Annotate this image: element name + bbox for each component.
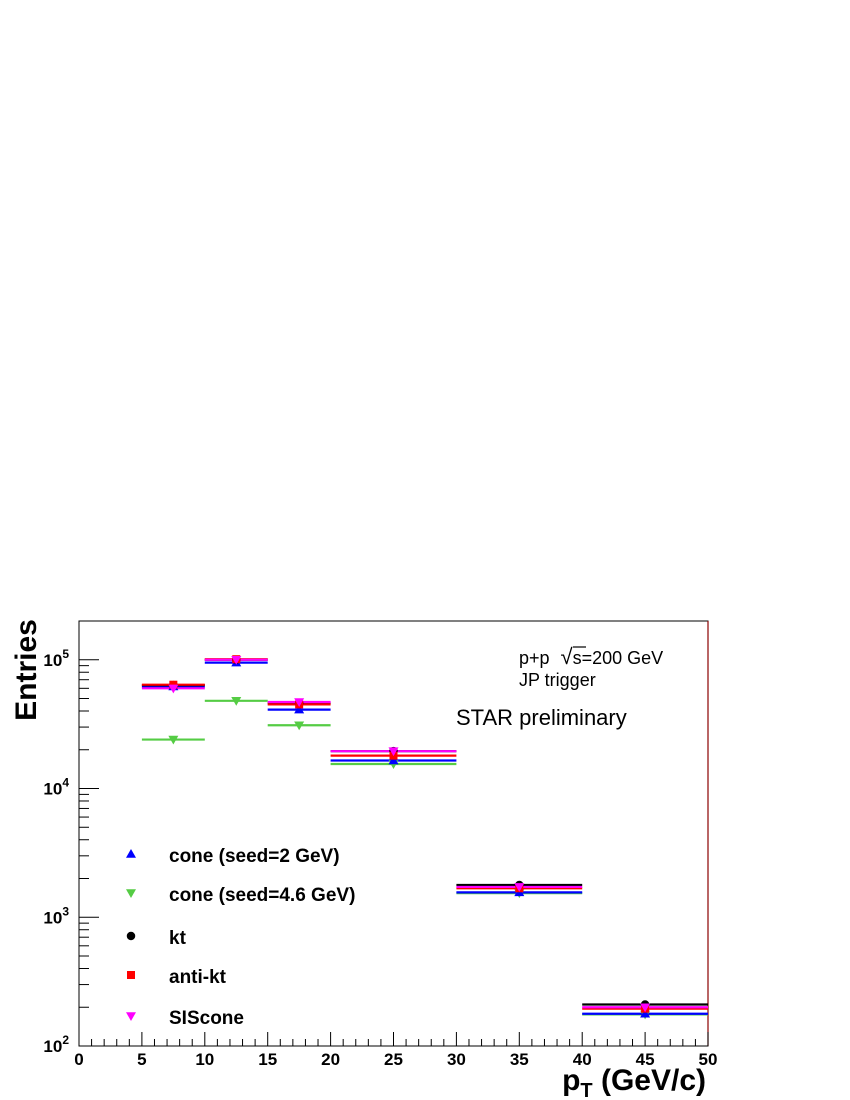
x-tick-label: 40 [573, 1050, 592, 1069]
data-point [514, 883, 525, 892]
x-tick-label: 35 [510, 1050, 529, 1069]
y-tick-label: 105 [43, 647, 69, 670]
x-axis-label-rest: (GeV/c) [593, 1064, 706, 1097]
x-tick-label: 5 [137, 1050, 146, 1069]
data-point [294, 721, 305, 731]
data-point [231, 697, 242, 706]
x-tick-label: 20 [321, 1050, 340, 1069]
legend-label: SIScone [169, 1008, 244, 1029]
x-tick-label: 10 [195, 1050, 214, 1069]
x-axis-label-sub: T [580, 1080, 592, 1100]
annotation-collision-post: s=200 GeV [573, 648, 664, 668]
x-axis-label: pT (GeV/c) [562, 1064, 706, 1100]
legend-marker [126, 1012, 136, 1021]
data-point [294, 704, 305, 714]
x-tick-label: 45 [636, 1050, 655, 1069]
legend-marker [126, 849, 136, 858]
data-point [388, 747, 399, 757]
x-tick-label: 15 [258, 1050, 277, 1069]
legend-marker [127, 971, 135, 979]
legend-label: cone (seed=4.6 GeV) [169, 885, 355, 906]
annotation-preliminary: STAR preliminary [456, 705, 627, 730]
data-point [388, 755, 399, 765]
y-axis-label: Entries [10, 619, 43, 721]
data-point [640, 1003, 651, 1013]
data-point [294, 698, 305, 707]
y-tick-label: 104 [43, 776, 69, 799]
data-point [231, 656, 242, 665]
x-tick-label: 25 [384, 1050, 403, 1069]
legend-label: anti-kt [169, 967, 227, 988]
annotation-trigger: JP trigger [519, 670, 596, 690]
legend-marker [126, 931, 136, 941]
annotation-collision: p+p √s=200 GeV [519, 644, 663, 669]
annotation-collision-pre: p+p [519, 648, 555, 668]
legend-marker [126, 889, 136, 898]
x-axis-label-main: p [562, 1064, 580, 1097]
legend-label: kt [169, 928, 187, 949]
x-tick-label: 50 [699, 1050, 718, 1069]
x-tick-label: 0 [74, 1050, 83, 1069]
x-tick-label: 30 [447, 1050, 466, 1069]
data-point [168, 735, 179, 745]
data-point [640, 1008, 651, 1018]
annotation-sqrt: √ [561, 644, 574, 669]
y-tick-label: 102 [43, 1033, 69, 1056]
data-point [168, 684, 179, 694]
legend-label: cone (seed=2 GeV) [169, 846, 340, 867]
y-tick-label: 103 [43, 904, 69, 927]
